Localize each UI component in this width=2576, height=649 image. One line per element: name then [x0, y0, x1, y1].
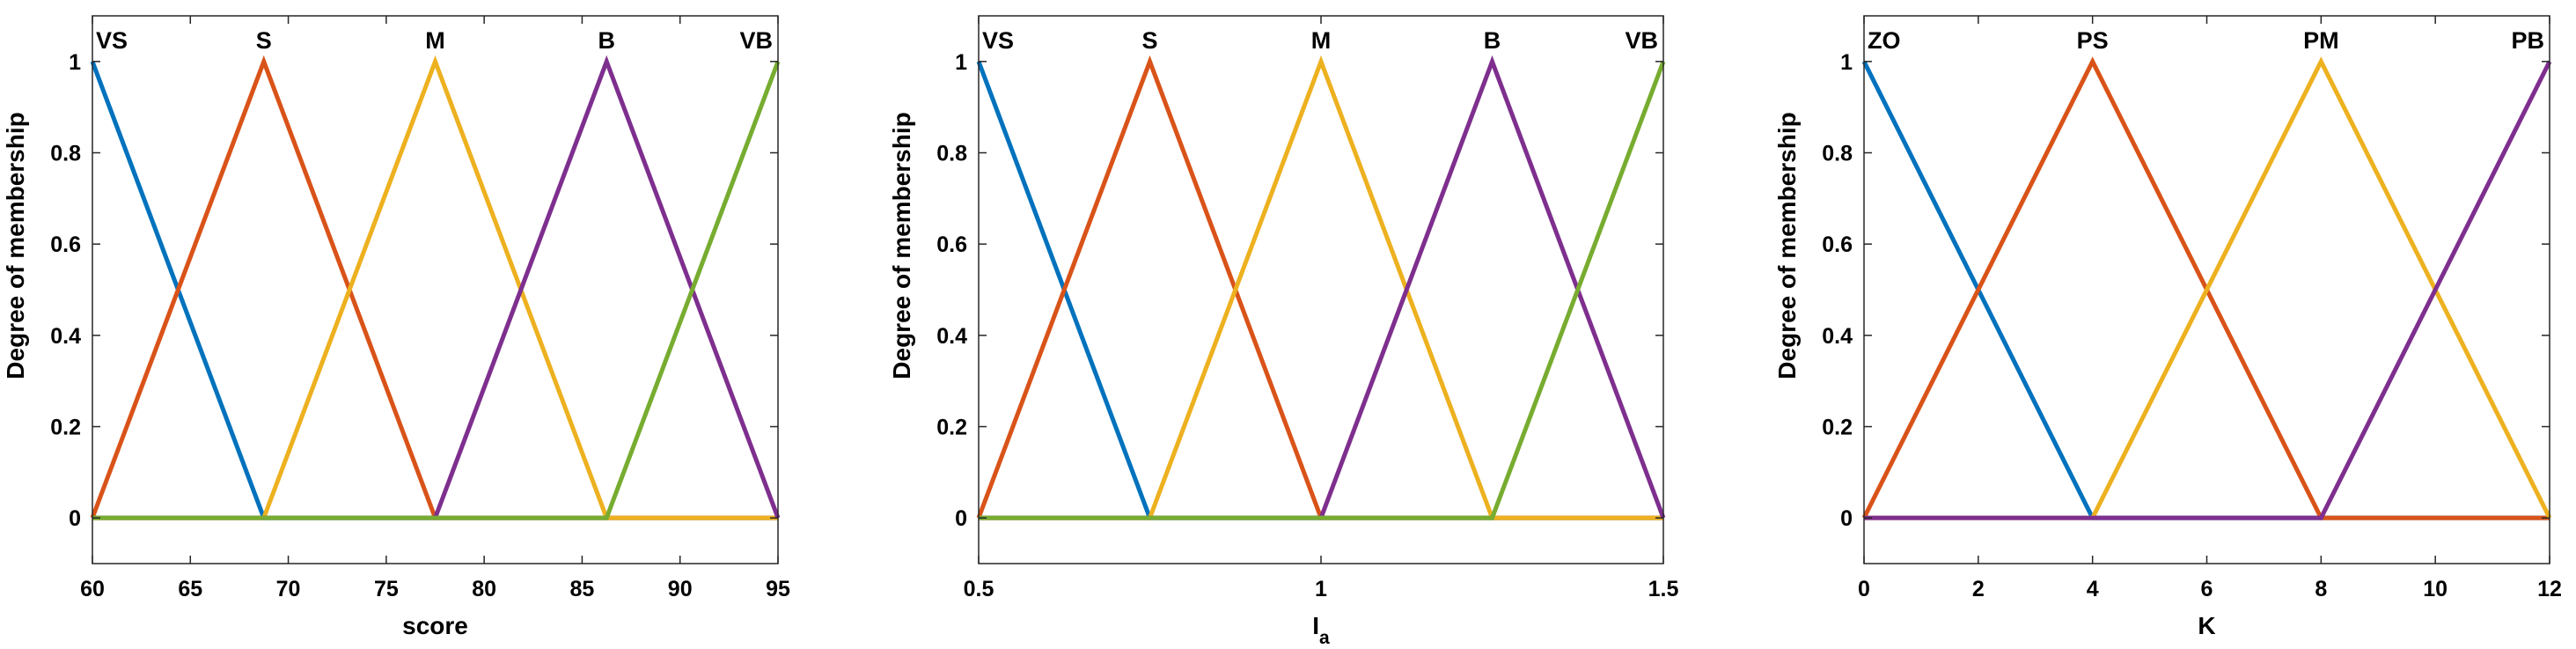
term-label-s: S: [256, 27, 272, 54]
x-tick-label: 1: [1315, 577, 1327, 601]
y-tick-label: 0.4: [1822, 324, 1853, 349]
y-tick-label: 0.8: [50, 142, 81, 166]
series-line-b: [979, 55, 1666, 520]
x-tick-label: 0: [1858, 577, 1870, 601]
x-tick-label: 0.5: [964, 577, 994, 601]
term-label-pb: PB: [2511, 27, 2544, 54]
x-axis-label: K: [2198, 612, 2215, 639]
y-tick-label: 1: [955, 50, 967, 75]
series-line-pb: [1864, 60, 2552, 520]
y-tick-label: 0.2: [50, 416, 81, 440]
term-label-pm: PM: [2303, 27, 2339, 54]
x-tick-label: 90: [668, 577, 693, 601]
series-line-vs: [90, 60, 778, 520]
axes-box: [978, 15, 1664, 564]
term-label-b: B: [1484, 27, 1501, 54]
x-axis-label: score: [402, 612, 468, 639]
x-tick-label: 8: [2315, 577, 2327, 601]
y-axis-label: Degree of membership: [2, 112, 29, 379]
term-label-vs: VS: [96, 27, 128, 54]
y-tick-label: 0: [1840, 506, 1853, 531]
series-line-b: [92, 55, 781, 520]
y-axis-label: Degree of membership: [888, 112, 915, 379]
series-line-vb: [92, 60, 781, 520]
y-tick-label: 0.6: [50, 232, 81, 257]
term-label-vb: VB: [739, 27, 773, 54]
y-tick-label: 1: [1840, 50, 1853, 75]
x-axis-label: Ia: [1312, 612, 1330, 648]
chart-panel-3: 0 2 4 6 8 10 12 0 0.2 0.4 0.6 0.8 1 K Degree of member…: [1773, 15, 2562, 639]
x-tick-label: 80: [472, 577, 496, 601]
y-tick-label: 0.6: [1822, 232, 1853, 257]
x-tick-label: 95: [766, 577, 790, 601]
x-tick-label: 1.5: [1648, 577, 1679, 601]
term-label-ps: PS: [2077, 27, 2109, 54]
series-line-vs: [976, 60, 1663, 520]
series-line-s: [90, 55, 778, 520]
term-label-zo: ZO: [1868, 27, 1901, 54]
y-tick-label: 0.4: [50, 324, 81, 349]
term-label-b: B: [598, 27, 616, 54]
x-tick-label: 10: [2423, 577, 2448, 601]
x-tick-label: 70: [276, 577, 301, 601]
y-tick-label: 0: [69, 506, 81, 531]
x-tick-label: 12: [2537, 577, 2562, 601]
y-tick-label: 1: [69, 50, 81, 75]
term-label-s: S: [1141, 27, 1157, 54]
x-tick-label: 85: [570, 577, 595, 601]
chart-panel-1: 60 65 70 75 80 85 90 95 0 0.2 0.4 0.6 0.8 1 score Degre…: [2, 15, 790, 639]
chart-panel-2: 0.5 1 1.5 0 0.2 0.4 0.6 0.8 1 Ia Degree of members…: [888, 15, 1679, 648]
term-label-m: M: [425, 27, 445, 54]
x-tick-label: 4: [2087, 577, 2099, 601]
y-tick-label: 0: [955, 506, 967, 531]
x-tick-label: 60: [80, 577, 105, 601]
y-tick-label: 0.2: [936, 416, 967, 440]
y-tick-label: 0.4: [936, 324, 967, 349]
term-label-m: M: [1311, 27, 1332, 54]
y-tick-label: 0.8: [936, 142, 967, 166]
y-axis-label: Degree of membership: [1773, 112, 1801, 379]
x-tick-label: 6: [2201, 577, 2213, 601]
series-line-s: [976, 55, 1663, 520]
series-line-m: [92, 55, 778, 520]
y-tick-label: 0.8: [1822, 142, 1853, 166]
y-tick-label: 0.2: [1822, 416, 1853, 440]
x-tick-label: 65: [178, 577, 202, 601]
x-tick-label: 75: [374, 577, 399, 601]
x-tick-label: 2: [1972, 577, 1985, 601]
x-axis-label-subscript: a: [1319, 628, 1330, 648]
series-line-m: [979, 55, 1663, 520]
series-line-pm: [1864, 56, 2552, 520]
axes-box: [92, 15, 779, 564]
series-line-vb: [979, 60, 1666, 520]
y-tick-label: 0.6: [936, 232, 967, 257]
term-label-vb: VB: [1625, 27, 1658, 54]
term-label-vs: VS: [982, 27, 1014, 54]
